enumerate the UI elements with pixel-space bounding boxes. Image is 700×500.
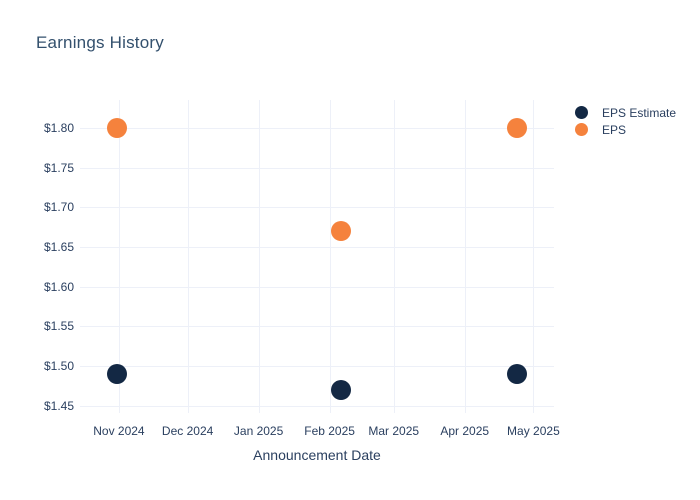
y-gridline <box>80 207 554 209</box>
y-gridline <box>80 167 554 169</box>
data-point-eps[interactable] <box>106 117 127 138</box>
data-point-eps-estimate[interactable] <box>331 379 352 400</box>
x-gridline <box>187 100 189 413</box>
x-gridline <box>393 100 395 413</box>
y-tick-label: $1.65 <box>43 239 74 254</box>
y-gridline <box>80 127 554 129</box>
legend-marker-eps-icon <box>575 123 588 136</box>
x-axis-title: Announcement Date <box>253 447 381 463</box>
y-tick-label: $1.75 <box>43 160 74 175</box>
x-tick-label: May 2025 <box>507 424 560 438</box>
data-point-eps[interactable] <box>331 221 352 242</box>
x-tick-label: Mar 2025 <box>368 424 420 438</box>
x-tick-label: Feb 2025 <box>304 424 355 438</box>
y-gridline <box>80 326 554 328</box>
legend-marker-eps-estimate-icon <box>575 106 588 119</box>
y-tick-label: $1.50 <box>43 359 74 374</box>
x-gridline <box>533 100 535 413</box>
chart-title: Earnings History <box>36 33 164 52</box>
legend-item-eps[interactable]: EPS <box>575 121 676 138</box>
y-tick-label: $1.70 <box>43 200 74 215</box>
x-gridline <box>258 100 260 413</box>
y-tick-label: $1.60 <box>43 279 74 294</box>
data-point-eps[interactable] <box>507 117 528 138</box>
y-tick-label: $1.55 <box>43 319 74 334</box>
y-gridline <box>80 286 554 288</box>
y-gridline <box>80 246 554 248</box>
x-tick-label: Dec 2024 <box>161 424 214 438</box>
legend: EPS Estimate EPS <box>575 104 676 138</box>
x-gridline <box>329 100 331 413</box>
x-gridline <box>464 100 466 413</box>
legend-label: EPS Estimate <box>602 105 677 120</box>
legend-label: EPS <box>602 122 627 137</box>
data-point-eps-estimate[interactable] <box>106 364 127 385</box>
y-tick-label: $1.45 <box>43 398 74 413</box>
y-gridline <box>80 405 554 407</box>
x-tick-label: Jan 2025 <box>233 424 284 438</box>
x-tick-label: Nov 2024 <box>93 424 145 438</box>
data-point-eps-estimate[interactable] <box>507 364 528 385</box>
x-gridline <box>118 100 120 413</box>
legend-item-eps-estimate[interactable]: EPS Estimate <box>575 104 676 121</box>
x-tick-label: Apr 2025 <box>440 424 490 438</box>
y-tick-label: $1.80 <box>43 120 74 135</box>
plot-area: Nov 2024 Dec 2024 Jan 2025 Feb 2025 Mar 2025… <box>44 100 560 438</box>
y-gridline <box>80 366 554 368</box>
